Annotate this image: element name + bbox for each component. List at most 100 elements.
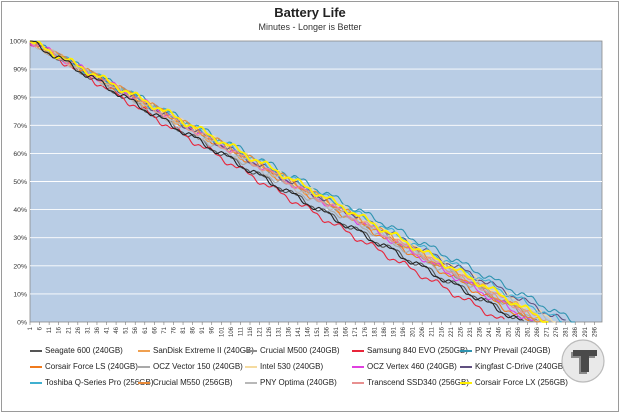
- x-tick-label: 56: [133, 326, 139, 333]
- legend-item: PNY Optima (240GB): [245, 377, 337, 388]
- y-tick-label: 0%: [17, 320, 27, 327]
- legend-item: Kingfast C-Drive (240GB): [460, 361, 566, 372]
- x-tick-label: 151: [315, 326, 321, 337]
- x-tick-label: 171: [353, 326, 359, 337]
- x-tick-label: 51: [124, 326, 130, 333]
- x-tick-label: 241: [487, 326, 493, 337]
- legend-item: Samsung 840 EVO (250GB): [352, 345, 468, 356]
- legend-label: Toshiba Q-Series Pro (256GB): [45, 378, 154, 387]
- legend-label: Seagate 600 (240GB): [45, 346, 123, 355]
- x-tick-label: 26: [76, 326, 82, 333]
- x-tick-label: 36: [95, 326, 101, 333]
- legend-label: Corsair Force LX (256GB): [475, 378, 568, 387]
- legend-swatch: [460, 365, 472, 368]
- legend-item: Seagate 600 (240GB): [30, 345, 123, 356]
- x-tick-label: 101: [219, 326, 225, 337]
- legend-swatch: [245, 349, 257, 352]
- x-tick-label: 136: [286, 326, 292, 337]
- legend-label: Intel 530 (240GB): [260, 362, 324, 371]
- legend-swatch: [460, 381, 472, 384]
- legend-swatch: [352, 381, 364, 384]
- x-tick-label: 256: [516, 326, 522, 337]
- x-tick-label: 131: [277, 326, 283, 337]
- x-tick-label: 111: [238, 326, 244, 336]
- x-tick-label: 61: [143, 326, 149, 333]
- x-tick-label: 41: [105, 326, 111, 333]
- legend-label: SanDisk Extreme II (240GB): [153, 346, 254, 355]
- y-tick-label: 60%: [13, 151, 27, 158]
- x-tick-label: 76: [171, 326, 177, 333]
- chart-subtitle: Minutes - Longer is Better: [258, 22, 362, 32]
- legend-item: Corsair Force LS (240GB): [30, 361, 138, 372]
- legend-swatch: [30, 365, 42, 368]
- legend-item: Intel 530 (240GB): [245, 361, 323, 372]
- x-tick-label: 66: [152, 326, 158, 333]
- legend-swatch: [245, 365, 257, 368]
- legend-swatch: [460, 349, 472, 352]
- legend-swatch: [245, 381, 257, 384]
- legend-item: Crucial M500 (240GB): [245, 345, 340, 356]
- legend-swatch: [352, 365, 364, 368]
- chart-title: Battery Life: [274, 5, 346, 20]
- series-line: [29, 41, 566, 321]
- x-tick-label: 116: [248, 326, 254, 336]
- gridlines: [30, 68, 602, 295]
- legend-label: PNY Prevail (240GB): [475, 346, 551, 355]
- y-tick-label: 70%: [13, 123, 27, 130]
- legend-label: OCZ Vector 150 (240GB): [153, 362, 243, 371]
- x-tick-label: 271: [545, 326, 551, 337]
- legend-label: OCZ Vertex 460 (240GB): [367, 362, 457, 371]
- y-tick-label: 10%: [13, 291, 27, 298]
- tweaktown-logo-icon: [561, 339, 605, 383]
- legend-label: Samsung 840 EVO (250GB): [367, 346, 468, 355]
- x-tick-label: 16: [57, 326, 63, 333]
- x-tick-label: 291: [583, 326, 589, 337]
- x-tick-label: 296: [592, 326, 598, 337]
- series-line: [29, 40, 549, 323]
- series-line: [30, 40, 530, 322]
- series-line: [29, 40, 522, 321]
- x-tick-label: 11: [47, 326, 53, 333]
- legend-swatch: [30, 349, 42, 352]
- legend-label: PNY Optima (240GB): [260, 378, 337, 387]
- y-tick-label: 90%: [13, 67, 27, 74]
- x-tick-label: 266: [535, 326, 541, 337]
- x-tick-label: 226: [458, 326, 464, 337]
- x-tick-label: 201: [411, 326, 417, 337]
- legend-item: Crucial M550 (256GB): [138, 377, 233, 388]
- x-tick-label: 221: [449, 326, 455, 337]
- x-tick-label: 86: [191, 326, 197, 333]
- y-tick-label: 100%: [10, 39, 27, 46]
- x-tick-label: 46: [114, 326, 120, 333]
- legend-label: Transcend SSD340 (256GB): [367, 378, 469, 387]
- series-lines: [29, 40, 576, 323]
- x-tick-label: 236: [478, 326, 484, 337]
- x-tick-label: 286: [573, 326, 579, 337]
- x-tick-label: 176: [363, 326, 369, 337]
- legend-swatch: [30, 381, 42, 384]
- legend-label: Crucial M550 (256GB): [153, 378, 233, 387]
- x-tick-label: 106: [229, 326, 235, 337]
- x-tick-label: 21: [66, 326, 72, 333]
- y-tick-label: 40%: [13, 207, 27, 214]
- x-tick-label: 251: [506, 326, 512, 337]
- x-tick-label: 156: [325, 326, 331, 337]
- legend-item: Transcend SSD340 (256GB): [352, 377, 469, 388]
- x-tick-label: 31: [85, 326, 91, 333]
- x-tick-label: 81: [181, 326, 187, 333]
- legend-swatch: [138, 349, 150, 352]
- legend-swatch: [352, 349, 364, 352]
- legend-label: Kingfast C-Drive (240GB): [475, 362, 566, 371]
- legend-item: Corsair Force LX (256GB): [460, 377, 568, 388]
- legend-item: OCZ Vertex 460 (240GB): [352, 361, 457, 372]
- x-tick-label: 261: [525, 326, 531, 337]
- legend-label: Corsair Force LS (240GB): [45, 362, 138, 371]
- legend-item: SanDisk Extreme II (240GB): [138, 345, 254, 356]
- x-tick-label: 96: [210, 326, 216, 333]
- x-tick-label: 161: [334, 326, 340, 337]
- y-tick-label: 50%: [13, 179, 27, 186]
- x-tick-label: 231: [468, 326, 474, 337]
- x-tick-label: 216: [439, 326, 445, 337]
- x-tick-label: 91: [200, 326, 206, 333]
